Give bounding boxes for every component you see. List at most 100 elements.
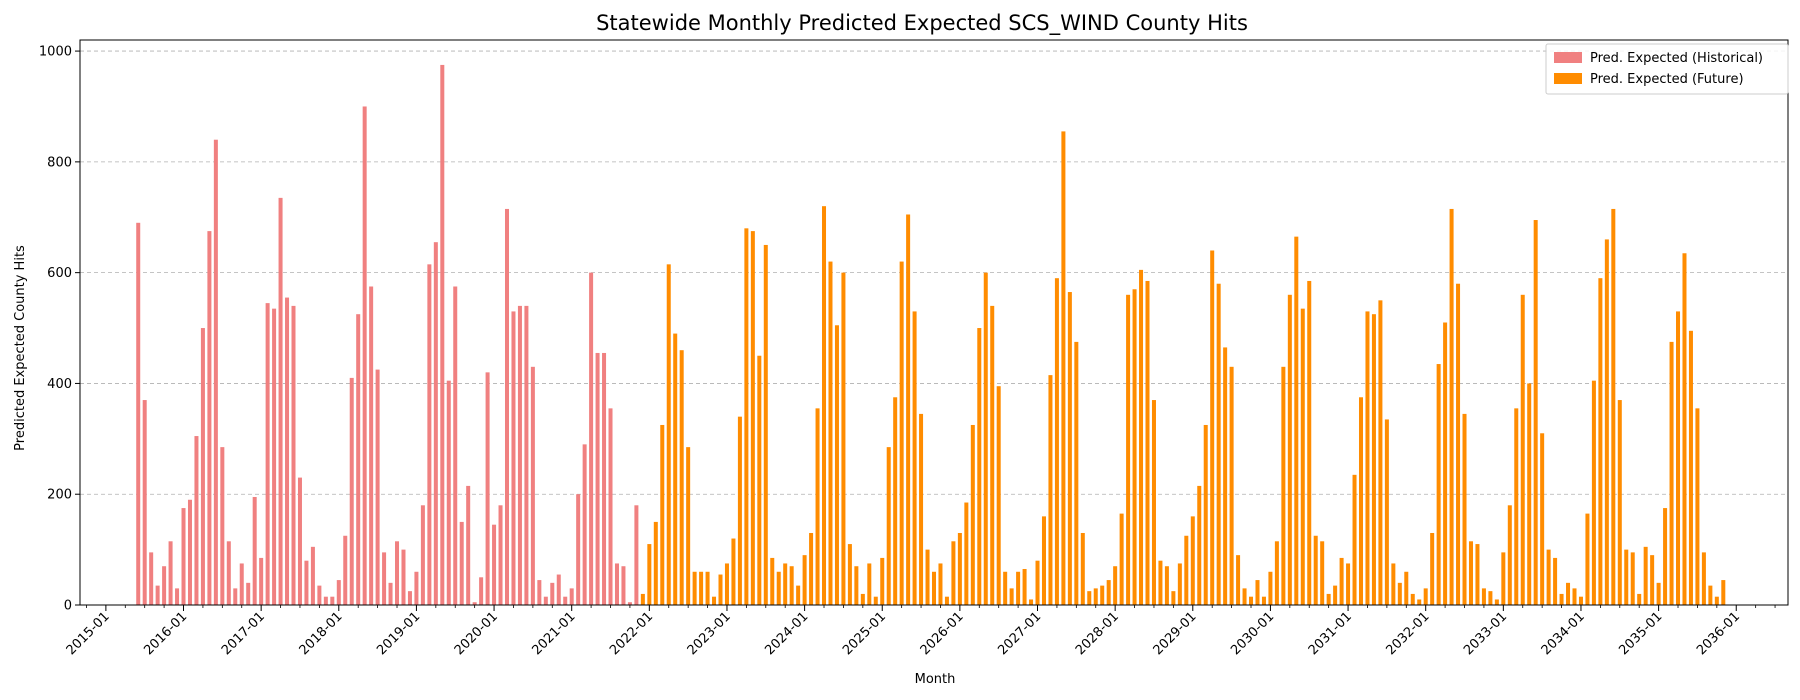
bar-future: [1106, 580, 1111, 605]
bar-future: [1041, 516, 1046, 605]
bar-future: [873, 596, 878, 605]
bar-future: [783, 563, 788, 605]
bar-future: [1371, 314, 1376, 605]
bar-future: [1462, 413, 1467, 605]
legend-label-future: Pred. Expected (Future): [1590, 72, 1744, 87]
bar-future: [1423, 588, 1428, 605]
grid-layer: [80, 50, 1788, 495]
bar-historical: [466, 485, 471, 605]
bar-future: [1430, 532, 1435, 605]
bar-future: [1139, 269, 1144, 605]
bar-future: [1158, 560, 1163, 605]
x-tick-label: 2020-01: [452, 609, 501, 658]
bar-historical: [278, 197, 283, 605]
bar-future: [1488, 591, 1493, 605]
bar-historical: [291, 305, 296, 605]
y-axis: 0 200 400 600 800 1000: [39, 45, 80, 614]
bar-future: [1177, 563, 1182, 605]
x-tick-label: 2036-01: [1694, 609, 1743, 658]
bar-future: [640, 593, 645, 605]
x-tick-label: 2025-01: [840, 609, 889, 658]
bar-historical: [634, 505, 639, 605]
bar-future: [1559, 593, 1564, 605]
bar-future: [1093, 588, 1098, 605]
bar-future: [647, 544, 652, 605]
bar-future: [983, 272, 988, 605]
bar-future: [802, 555, 807, 605]
bar-future: [912, 311, 917, 605]
bar-future: [1210, 250, 1215, 606]
bar-future: [1520, 294, 1525, 605]
bar-future: [815, 408, 820, 605]
bar-future: [1074, 341, 1079, 605]
bar-historical: [297, 477, 302, 605]
legend-box: [1545, 43, 1789, 95]
y-axis-label: Predicted Expected County Hits: [13, 245, 28, 451]
bar-historical: [556, 574, 561, 605]
bar-future: [789, 566, 794, 605]
bar-future: [718, 574, 723, 605]
x-tick-label: 2024-01: [762, 609, 811, 658]
bar-historical: [349, 377, 354, 605]
bar-future: [1708, 585, 1713, 605]
bar-historical: [382, 552, 387, 605]
bar-historical: [136, 222, 141, 605]
bar-future: [1281, 366, 1286, 605]
plot-frame: [79, 39, 1789, 606]
bar-historical: [602, 352, 607, 605]
bar-future: [1682, 253, 1687, 605]
bar-historical: [440, 64, 445, 606]
bar-historical: [401, 549, 406, 605]
bar-future: [796, 585, 801, 605]
bar-future: [1249, 596, 1254, 605]
bar-historical: [472, 602, 477, 605]
bar-historical: [511, 311, 516, 605]
bar-historical: [589, 272, 594, 605]
bar-future: [1501, 552, 1506, 605]
legend: Pred. Expected (Historical) Pred. Expect…: [1545, 43, 1789, 95]
bar-historical: [517, 305, 522, 605]
bar-future: [1113, 566, 1118, 605]
bar-future: [880, 557, 885, 605]
bar-historical: [323, 596, 328, 605]
x-tick-label: 2029-01: [1151, 609, 1200, 658]
bar-future: [1481, 588, 1486, 605]
bar-future: [1507, 505, 1512, 605]
x-tick-label: 2026-01: [918, 609, 967, 658]
bar-historical: [194, 436, 199, 605]
x-tick-label: 2033-01: [1461, 609, 1510, 658]
bar-historical: [576, 494, 581, 605]
x-tick-label: 2032-01: [1384, 609, 1433, 658]
bar-future: [1540, 433, 1545, 605]
bar-historical: [272, 308, 277, 605]
bar-future: [712, 596, 717, 605]
bar-future: [828, 261, 833, 605]
bar-future: [1197, 485, 1202, 605]
bar-future: [925, 549, 930, 605]
bar-historical: [608, 408, 613, 605]
x-tick-label: 2021-01: [530, 609, 579, 658]
bar-future: [1016, 571, 1021, 605]
bar-historical: [336, 580, 341, 605]
bar-future: [957, 532, 962, 605]
bar-future: [1695, 408, 1700, 605]
bar-future: [1553, 557, 1558, 605]
bar-future: [1598, 278, 1603, 605]
bar-future: [854, 566, 859, 605]
x-axis: 2015-01 2016-01 2017-01 2018-01 2019-01 2020-…: [64, 605, 1776, 658]
bar-future: [1339, 557, 1344, 605]
bar-future: [970, 424, 975, 605]
bar-future: [1067, 292, 1072, 605]
y-tick-label: 1000: [39, 45, 72, 60]
bar-future: [1100, 585, 1105, 605]
bar-future: [1080, 532, 1085, 605]
bar-future: [1417, 599, 1422, 605]
bar-future: [1164, 566, 1169, 605]
x-tick-label: 2017-01: [219, 609, 268, 658]
bar-future: [1701, 552, 1706, 605]
bar-historical: [175, 588, 180, 605]
bar-future: [1468, 541, 1473, 605]
bar-future: [1475, 544, 1480, 605]
bar-historical: [537, 580, 542, 605]
